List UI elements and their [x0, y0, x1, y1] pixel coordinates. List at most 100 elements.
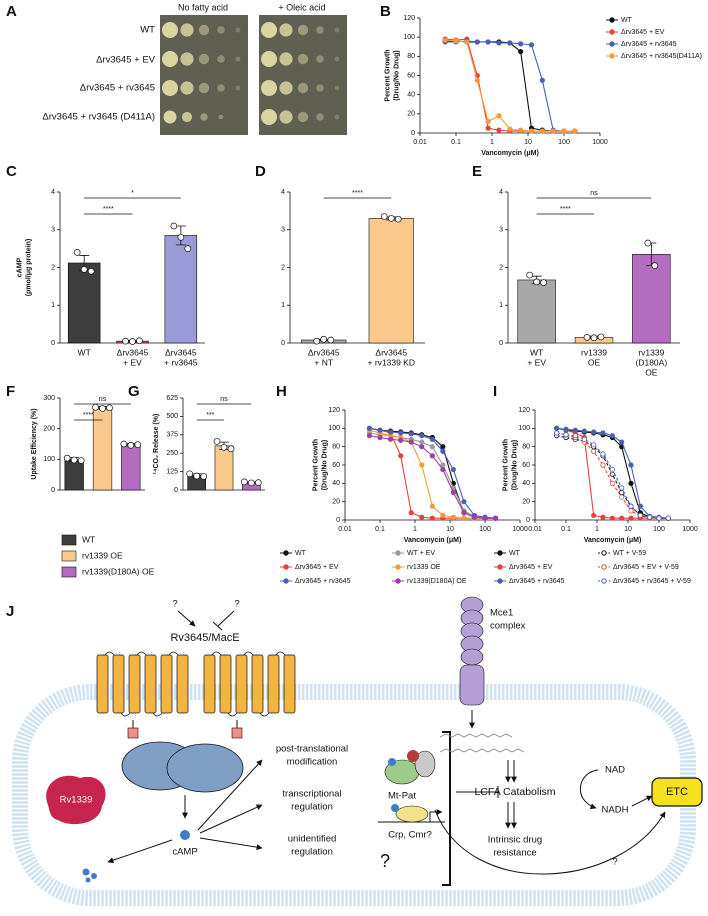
legend-swatch — [61, 566, 77, 578]
x-tick-label: 0.1 — [451, 139, 461, 146]
data-point — [429, 515, 435, 521]
spot — [261, 80, 277, 96]
y-tick-label: 1 — [499, 302, 503, 309]
x-tick-label: + NT — [314, 357, 333, 367]
y-tick-label: 0 — [411, 130, 415, 137]
y-axis-label: cAMP — [16, 257, 23, 277]
legend-label: Δrv3645 + rv3645 — [295, 578, 351, 585]
legend-label: Δrv3645 + rv3645(D411A) — [621, 53, 702, 60]
effect: modification — [287, 757, 338, 768]
data-point — [398, 437, 404, 443]
data-point — [99, 405, 106, 412]
series-line — [445, 40, 575, 132]
data-point — [184, 245, 192, 252]
x-tick-label: 0.01 — [413, 139, 427, 146]
x-tick-label: 0.1 — [561, 526, 571, 533]
y-tick-label: 80 — [407, 53, 415, 60]
data-point — [127, 441, 135, 449]
y-tick-label: 120 — [328, 407, 340, 414]
data-point — [450, 489, 456, 496]
data-point — [313, 337, 321, 345]
bar — [214, 445, 234, 491]
x-tick-label: OE — [645, 367, 658, 377]
y-axis-label: Uptake Efficiency (%) — [31, 408, 38, 479]
y-tick-label: 80 — [522, 444, 530, 451]
loop — [227, 712, 238, 717]
y-tick-label: 3 — [499, 227, 503, 234]
strain-label: Δrv3645 + EV — [96, 55, 156, 66]
data-point — [651, 262, 659, 269]
spot — [162, 80, 178, 96]
x-tick-label: Δrv3645 — [375, 347, 407, 357]
y-tick-label: 100 — [43, 456, 55, 463]
spot — [297, 111, 309, 123]
data-point — [419, 444, 425, 450]
panel-label: D — [255, 163, 266, 180]
unknown-regulator: ? — [380, 851, 390, 871]
x-tick-label: 10 — [446, 526, 454, 533]
mce1-shape — [459, 596, 485, 706]
spot — [198, 53, 210, 65]
data-point — [550, 128, 556, 134]
spot — [334, 114, 340, 120]
data-point — [464, 39, 470, 45]
y-axis-label: (Drug/No Drug) — [393, 50, 400, 101]
data-point — [453, 38, 459, 44]
legend-label: Δrv3645 + EV — [621, 29, 665, 36]
significance-label: ns — [220, 396, 228, 403]
legend-marker — [601, 550, 607, 556]
significance-label: **** — [83, 412, 94, 419]
spot — [180, 81, 194, 95]
data-point — [591, 442, 597, 448]
data-point — [106, 404, 113, 412]
y-tick-label: 625 — [166, 395, 178, 402]
data-point — [440, 462, 446, 468]
data-point — [619, 439, 625, 445]
inhibit-bar — [212, 621, 223, 631]
spot — [198, 82, 210, 94]
legend-marker — [609, 41, 615, 47]
data-point — [136, 337, 143, 345]
data-point — [628, 515, 634, 521]
y-tick-label: 100 — [518, 425, 530, 432]
data-point — [120, 440, 128, 448]
data-point — [387, 429, 394, 435]
mt-pat-label: Mt-Pat — [388, 791, 416, 802]
effect: unidentified — [288, 834, 337, 845]
legend-label: WT — [82, 534, 95, 544]
effect: transcriptional — [282, 789, 341, 800]
legend-label: Δrv3645 + EV — [509, 564, 553, 571]
y-tick-label: 20 — [522, 499, 530, 506]
cytoplasm — [28, 700, 680, 890]
data-point — [398, 453, 404, 459]
y-tick-label: 60 — [407, 72, 415, 79]
data-point — [637, 512, 643, 519]
data-point — [394, 215, 402, 223]
significance-label: ns — [590, 190, 598, 197]
data-point — [597, 333, 605, 341]
data-point — [600, 514, 606, 520]
data-point — [377, 434, 383, 441]
y-tick-label: 4 — [281, 189, 285, 196]
data-point — [129, 338, 136, 345]
data-point — [628, 480, 634, 486]
legend-label: WT — [621, 17, 633, 24]
panel-label: I — [493, 383, 497, 400]
spot — [279, 81, 293, 95]
y-tick-label: 0 — [51, 487, 55, 494]
data-point — [80, 266, 88, 273]
data-point — [482, 515, 488, 521]
y-tick-label: 375 — [166, 432, 178, 439]
x-axis-label: Vancomycin (μM) — [404, 537, 462, 544]
data-point — [240, 478, 248, 486]
spot — [279, 23, 293, 37]
y-tick-label: 0 — [499, 340, 503, 347]
data-point — [408, 431, 414, 437]
strain-label: Δrv3645 + rv3645 — [80, 83, 155, 94]
data-point — [92, 403, 99, 411]
legend-marker — [497, 578, 503, 584]
x-tick-label: 0.01 — [338, 526, 352, 533]
x-tick-label: OE — [588, 357, 601, 367]
data-point — [619, 494, 625, 500]
data-point — [528, 42, 535, 48]
